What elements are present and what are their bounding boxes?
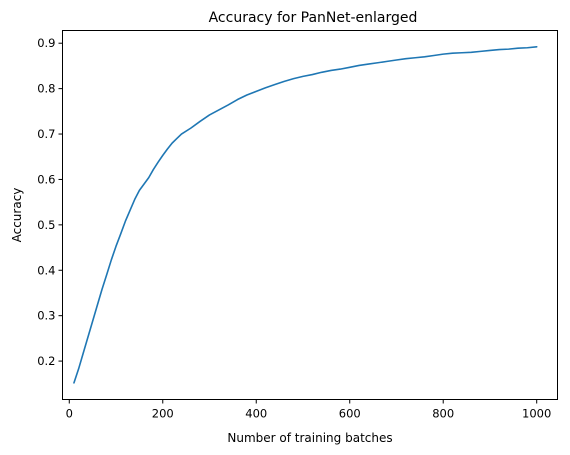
plot-area bbox=[73, 46, 538, 384]
x-tick-label: 400 bbox=[245, 407, 267, 421]
plot-frame bbox=[62, 30, 558, 400]
accuracy-series-line bbox=[73, 46, 538, 384]
chart-title: Accuracy for PanNet-enlarged bbox=[209, 10, 418, 26]
y-tick-label: 0.2 bbox=[37, 354, 55, 368]
y-tick-label: 0.9 bbox=[37, 36, 55, 50]
x-tick-label: 200 bbox=[152, 407, 174, 421]
x-tick-label: 1000 bbox=[522, 407, 551, 421]
x-tick-label: 800 bbox=[432, 407, 454, 421]
x-axis: 0 200 400 600 800 1000 bbox=[66, 399, 551, 421]
x-tick-label: 600 bbox=[339, 407, 361, 421]
y-tick-label: 0.4 bbox=[37, 263, 55, 277]
y-tick-label: 0.7 bbox=[37, 127, 55, 141]
y-axis-label: Accuracy bbox=[10, 188, 24, 243]
y-axis: 0.2 0.3 0.4 0.5 0.6 0.7 0.8 0.9 bbox=[37, 36, 63, 368]
x-tick-label: 0 bbox=[66, 407, 73, 421]
y-tick-label: 0.5 bbox=[37, 218, 55, 232]
y-tick-label: 0.3 bbox=[37, 309, 55, 323]
y-tick-label: 0.8 bbox=[37, 82, 55, 96]
y-tick-label: 0.6 bbox=[37, 172, 55, 186]
x-axis-label: Number of training batches bbox=[227, 431, 392, 445]
